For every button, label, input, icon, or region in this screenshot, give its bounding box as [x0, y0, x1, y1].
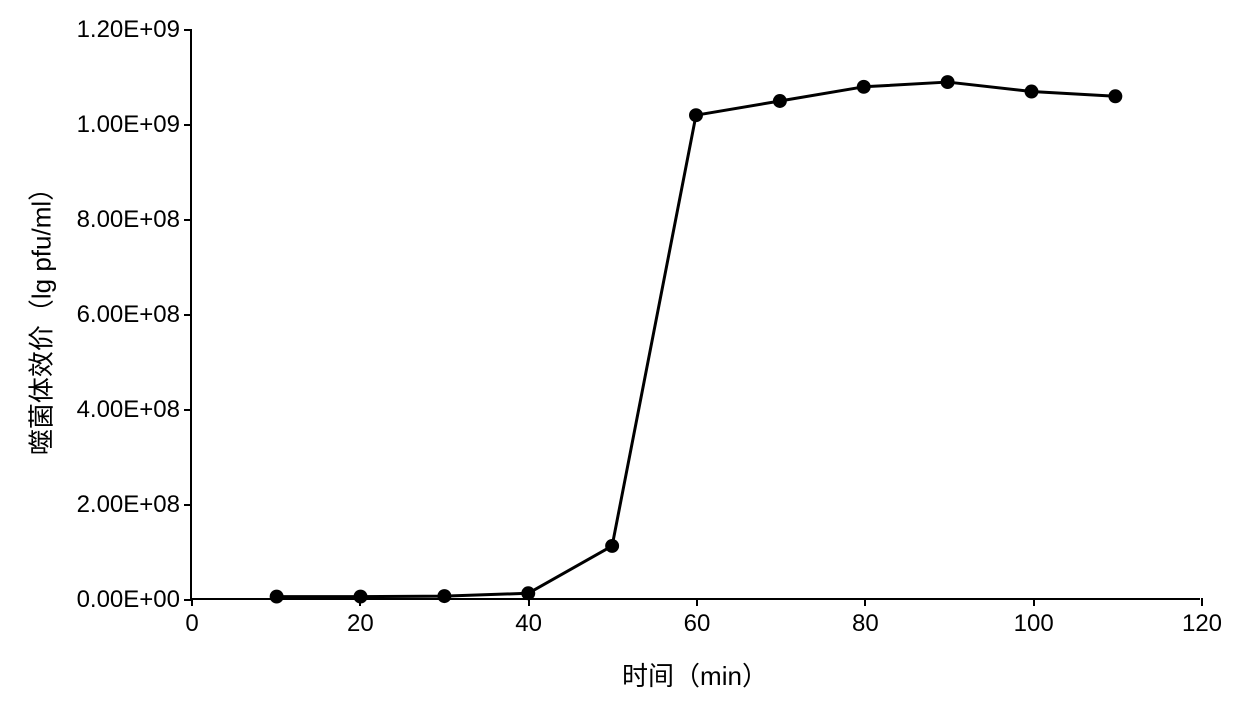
data-point: [437, 589, 451, 603]
y-tick-label: 4.00E+08: [77, 396, 192, 424]
y-tick-label: 1.00E+09: [77, 111, 192, 139]
data-point: [270, 590, 284, 604]
plot-area: 0.00E+002.00E+084.00E+086.00E+088.00E+08…: [190, 30, 1200, 600]
data-point: [1108, 89, 1122, 103]
y-tick-label: 0.00E+00: [77, 586, 192, 614]
x-tick-label: 20: [347, 598, 374, 638]
data-point: [689, 108, 703, 122]
data-point: [1025, 85, 1039, 99]
x-tick-label: 100: [1014, 598, 1054, 638]
y-tick-label: 2.00E+08: [77, 491, 192, 519]
x-axis-title: 时间（min）: [622, 656, 768, 693]
x-tick-label: 80: [852, 598, 879, 638]
y-tick-label: 8.00E+08: [77, 206, 192, 234]
data-point: [941, 75, 955, 89]
data-point: [857, 80, 871, 94]
x-tick-label: 0: [185, 598, 198, 638]
series-layer: [192, 30, 1200, 598]
y-tick-label: 6.00E+08: [77, 301, 192, 329]
data-point: [605, 539, 619, 553]
chart-container: 0.00E+00 2.00E+08 4.00E+08 6.00E+08 8.00E+08…: [0, 0, 1239, 720]
data-point: [773, 94, 787, 108]
y-axis-title: 噬菌体效价（lg pfu/ml）: [22, 175, 59, 455]
x-tick-label: 120: [1182, 598, 1222, 638]
x-tick-label: 60: [684, 598, 711, 638]
y-tick-label: 1.20E+09: [77, 16, 192, 44]
x-tick-label: 40: [515, 598, 542, 638]
series-line: [277, 82, 1116, 597]
